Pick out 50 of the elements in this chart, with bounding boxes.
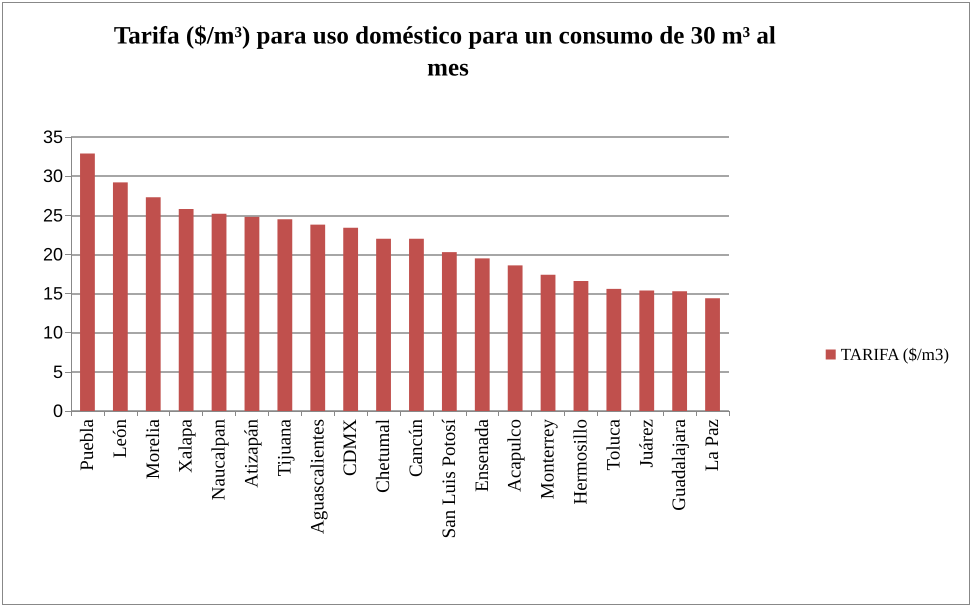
y-tick-label: 20 bbox=[42, 244, 63, 264]
bar bbox=[409, 238, 424, 411]
x-tick-label: Tijuana bbox=[274, 418, 296, 476]
y-tick-label: 10 bbox=[42, 322, 63, 343]
bar bbox=[606, 288, 622, 411]
bar bbox=[376, 238, 391, 411]
x-tick-label: Chetumal bbox=[373, 419, 394, 493]
x-tick-label: San Luis Potosí bbox=[438, 418, 460, 538]
x-tick-label: Toluca bbox=[603, 418, 624, 470]
bar bbox=[442, 252, 457, 411]
bar bbox=[474, 258, 490, 411]
x-tick-label: Naucalpan bbox=[208, 418, 230, 500]
y-tick-label: 35 bbox=[42, 127, 63, 147]
x-tick-label: Ensenada bbox=[472, 418, 493, 492]
x-tick-label: La Paz bbox=[702, 419, 724, 472]
legend-label: TARIFA ($/m3) bbox=[840, 345, 950, 364]
x-tick-label: Xalapa bbox=[176, 418, 197, 473]
x-tick-label: Morelia bbox=[142, 418, 164, 480]
x-tick-label: Cancún bbox=[406, 418, 427, 478]
y-tick-label: 15 bbox=[42, 284, 63, 304]
bar bbox=[508, 265, 523, 411]
chart-title: Tarifa ($/m³) para uso doméstico para un consumo de 30 m³ al mes bbox=[114, 22, 782, 82]
bar bbox=[80, 153, 95, 411]
x-tick-label: León bbox=[110, 418, 131, 458]
bar bbox=[343, 228, 358, 411]
bar bbox=[705, 298, 720, 411]
bar bbox=[244, 216, 260, 411]
x-tick-label: Juárez bbox=[636, 419, 658, 468]
bar bbox=[277, 219, 292, 411]
x-tick-label: Puebla bbox=[76, 418, 98, 471]
bar bbox=[212, 214, 226, 411]
x-tick-label: Acapulco bbox=[504, 419, 526, 492]
bar bbox=[672, 291, 688, 411]
x-tick-label: Monterrey bbox=[538, 418, 559, 500]
x-tick-label: Hermosillo bbox=[570, 419, 592, 504]
bar bbox=[146, 197, 161, 411]
bar bbox=[112, 182, 128, 411]
y-tick-label: 0 bbox=[52, 401, 63, 421]
x-tick-label: Aguascalientes bbox=[307, 419, 328, 534]
bar bbox=[178, 209, 194, 411]
y-tick-label: 5 bbox=[52, 362, 63, 382]
x-tick-label: Guadalajara bbox=[669, 418, 690, 511]
bar bbox=[639, 290, 654, 411]
x-tick-label: Atizapán bbox=[241, 418, 262, 488]
y-tick-label: 30 bbox=[42, 166, 63, 186]
y-tick-label: 25 bbox=[42, 205, 63, 226]
bar bbox=[540, 274, 556, 411]
bar bbox=[574, 281, 588, 411]
bar bbox=[310, 224, 326, 411]
x-tick-label: CDMX bbox=[340, 418, 362, 476]
